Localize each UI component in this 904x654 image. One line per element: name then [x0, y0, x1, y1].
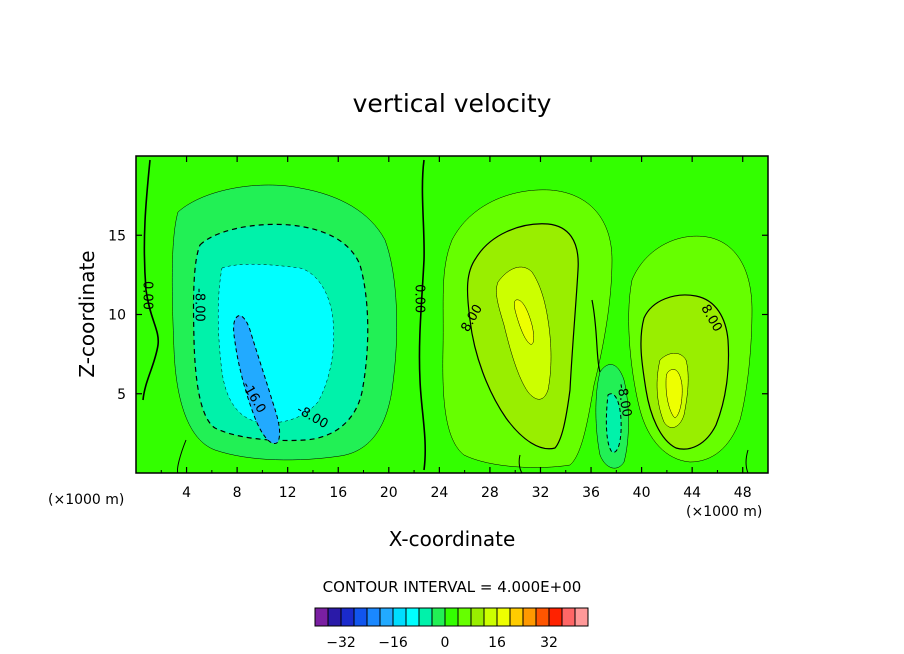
velocity-field — [136, 156, 768, 473]
zero-contour-center — [418, 159, 427, 471]
contour-label: -8.00 — [613, 382, 634, 418]
colorbar-swatch — [392, 607, 407, 627]
x-tick-label: 4 — [182, 485, 191, 501]
x-tick-label: 24 — [430, 485, 448, 501]
x-unit-right: (×1000 m) — [686, 504, 762, 520]
y-axis-label: Z-coordinate — [75, 250, 99, 377]
colorbar-tick-label: −16 — [378, 635, 408, 651]
colorbar-swatch — [548, 607, 563, 627]
x-tick-label: 48 — [734, 485, 752, 501]
x-tick-label: 16 — [329, 485, 347, 501]
colorbar-swatch — [340, 607, 355, 627]
x-tick-label: 20 — [380, 485, 398, 501]
zero-contour-right — [591, 299, 601, 373]
colorbar-ticks: −32 −16 0 16 32 — [326, 635, 558, 651]
colorbar-swatch — [457, 607, 472, 627]
colorbar-swatch — [522, 607, 537, 627]
colorbar-swatch — [405, 607, 420, 627]
colorbar-swatch — [314, 607, 329, 627]
x-tick-label: 12 — [279, 485, 297, 501]
contour-label: 0.00 — [140, 281, 155, 310]
colorbar-swatch — [366, 607, 381, 627]
colorbar-swatch — [327, 607, 342, 627]
contour-label: 0.00 — [411, 284, 426, 313]
zero-contour-bottom — [177, 439, 749, 473]
colorbar-tick-label: 32 — [540, 635, 558, 651]
x-tick-label: 32 — [532, 485, 550, 501]
y-tick-label: 15 — [108, 228, 126, 244]
chart-title: vertical velocity — [353, 89, 552, 118]
colorbar-swatch — [509, 607, 524, 627]
colorbar-tick-label: −32 — [326, 635, 356, 651]
x-unit-left: (×1000 m) — [48, 492, 124, 508]
contour-fill-right-p16 — [665, 369, 683, 419]
colorbar-tick-label: 0 — [441, 635, 450, 651]
x-axis-label: X-coordinate — [389, 527, 516, 551]
colorbar-swatch — [574, 607, 589, 627]
x-tick-label: 28 — [481, 485, 499, 501]
y-axis-ticks: 5 10 15 — [108, 228, 768, 403]
x-tick-label: 8 — [233, 485, 242, 501]
colorbar-swatch — [379, 607, 394, 627]
y-tick-label: 10 — [108, 308, 126, 324]
colorbar-swatch — [418, 607, 433, 627]
x-tick-label: 44 — [683, 485, 701, 501]
x-tick-label: 40 — [633, 485, 651, 501]
contour-interval-label: CONTOUR INTERVAL = 4.000E+00 — [323, 578, 582, 596]
colorbar-swatch — [483, 607, 498, 627]
x-axis-ticks: 4 8 12 16 20 24 28 32 36 40 44 48 — [160, 156, 752, 501]
colorbar-swatch — [431, 607, 446, 627]
colorbar-tick-label: 16 — [488, 635, 506, 651]
colorbar-swatch — [353, 607, 368, 627]
contour-fill-center-p16 — [514, 299, 534, 345]
y-tick-label: 5 — [117, 387, 126, 403]
zero-contour-left — [142, 159, 160, 401]
colorbar-swatch — [496, 607, 511, 627]
contour-labels: 0.00 -8.00-16.0-8.000.008.00-8.008.00 — [140, 281, 725, 432]
contour-fill-left-m16 — [233, 315, 281, 444]
colorbar-swatch — [561, 607, 576, 627]
colorbar-swatch — [444, 607, 459, 627]
colorbar-swatch — [535, 607, 550, 627]
contour-label: -8.00 — [191, 288, 206, 322]
colorbar — [314, 607, 589, 627]
x-tick-label: 36 — [582, 485, 600, 501]
contour-fill-narrow-m8 — [605, 393, 622, 453]
colorbar-swatch — [470, 607, 485, 627]
